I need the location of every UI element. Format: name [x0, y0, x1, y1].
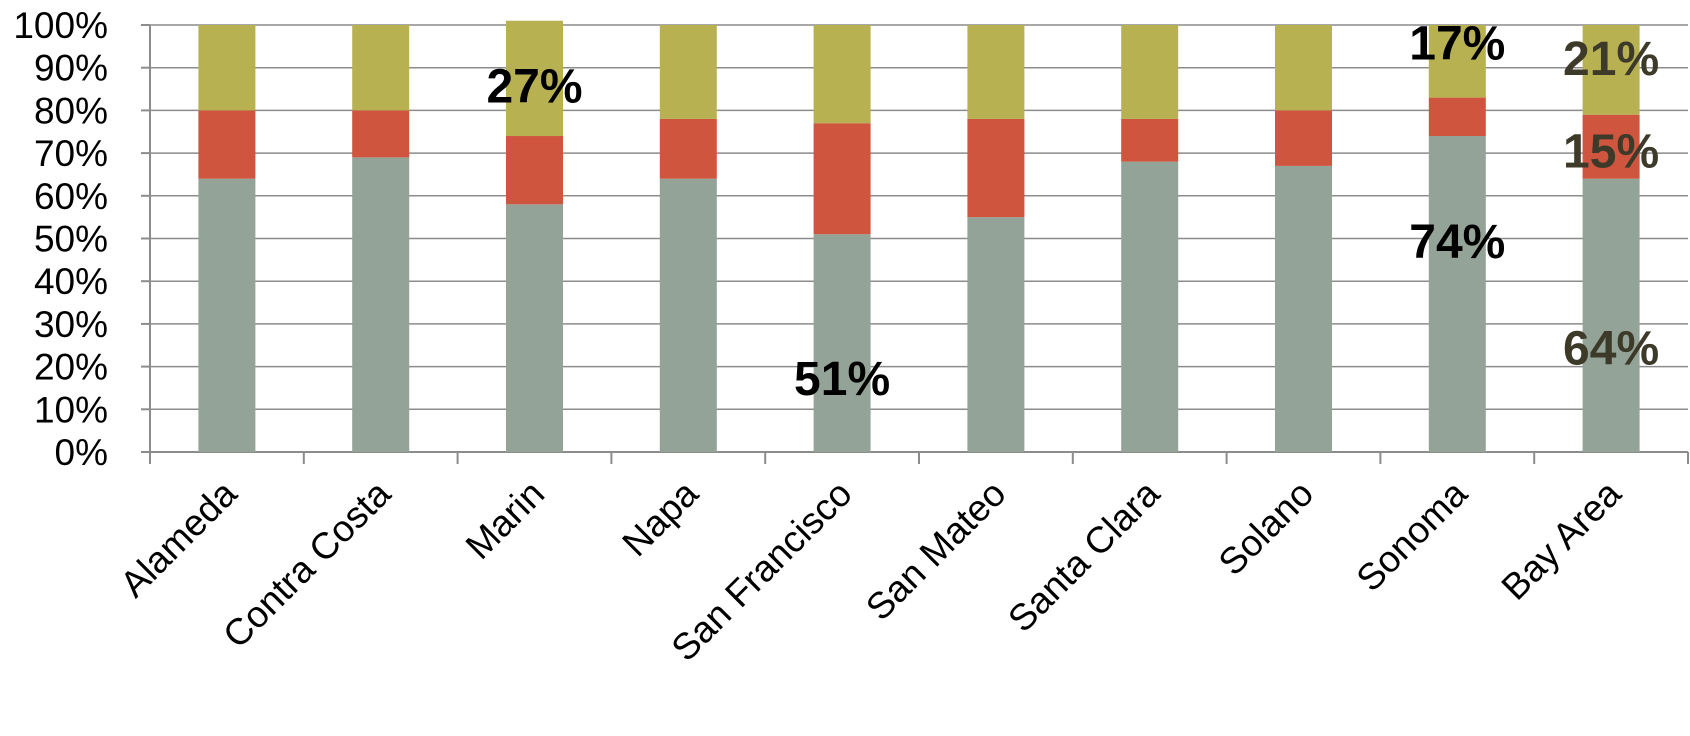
data-label: 27%	[486, 60, 582, 113]
bar-segment-marin-s1	[506, 136, 563, 205]
y-tick-labels: 0%10%20%30%40%50%60%70%80%90%100%	[13, 5, 108, 473]
data-label: 17%	[1409, 17, 1505, 70]
bar-segment-solano-s1	[1275, 110, 1332, 166]
x-category-label: Napa	[614, 472, 706, 564]
y-tick-label: 30%	[34, 304, 108, 345]
bar-segment-bay-area-s2	[1582, 25, 1640, 115]
bar-segment-bay-area-s1	[1582, 114, 1640, 179]
bar-segment-solano-s0	[1275, 165, 1332, 452]
bar-segment-san-mateo-s1	[967, 118, 1025, 218]
bar-segment-santa-clara-s0	[1121, 161, 1179, 452]
data-labels: 27% 51% 17% 74% 21% 15% 64%	[486, 17, 1659, 406]
y-tick-label: 70%	[34, 133, 108, 174]
bar-segment-marin-s2	[506, 20, 563, 137]
y-tick-label: 40%	[34, 261, 108, 302]
data-label: 21%	[1563, 33, 1659, 86]
data-label: 74%	[1409, 216, 1505, 269]
bar-segment-santa-clara-s2	[1121, 25, 1179, 119]
y-tick-label: 100%	[13, 5, 108, 46]
data-label: 15%	[1563, 126, 1659, 179]
bar-segment-santa-clara-s1	[1121, 118, 1179, 162]
y-tick-label: 80%	[34, 90, 108, 131]
bar-segment-san-francisco-s1	[813, 123, 871, 235]
x-category-label: Alameda	[112, 472, 245, 605]
y-tick-label: 10%	[34, 389, 108, 430]
bar-segment-san-mateo-s0	[967, 217, 1025, 452]
x-category-label: Sonoma	[1349, 472, 1476, 599]
x-category-label: San Mateo	[858, 473, 1014, 629]
x-category-label: Marin	[458, 473, 552, 567]
y-tick-label: 60%	[34, 176, 108, 217]
bar-segment-contra-costa-s1	[352, 110, 410, 158]
bar-segment-alameda-s2	[198, 25, 256, 111]
y-tick-label: 90%	[34, 48, 108, 89]
bar-segment-san-francisco-s2	[813, 25, 871, 124]
x-category-label: Santa Clara	[1000, 472, 1167, 639]
x-category-label: Solano	[1211, 473, 1321, 583]
bar-segment-alameda-s1	[198, 110, 256, 179]
bar-segment-sonoma-s2	[1428, 25, 1486, 98]
x-category-label: Bay Area	[1494, 472, 1629, 607]
y-tick-label: 20%	[34, 347, 108, 388]
bar-segment-contra-costa-s2	[352, 25, 410, 111]
bar-segment-bay-area-s0	[1582, 178, 1640, 452]
bar-segment-marin-s0	[506, 204, 563, 452]
bar-segment-solano-s2	[1275, 25, 1332, 111]
bars	[198, 20, 1640, 452]
y-tick-label: 50%	[34, 219, 108, 260]
bar-segment-sonoma-s0	[1428, 136, 1486, 452]
bar-segment-alameda-s0	[198, 178, 256, 452]
y-tick-label: 0%	[55, 432, 108, 473]
bar-segment-contra-costa-s0	[352, 157, 410, 452]
data-label: 51%	[794, 353, 890, 406]
data-label: 64%	[1563, 322, 1659, 375]
bar-segment-san-mateo-s2	[967, 25, 1025, 119]
bar-segment-sonoma-s1	[1428, 97, 1486, 137]
bar-segment-napa-s2	[659, 25, 717, 119]
bar-segment-napa-s0	[659, 178, 717, 452]
bar-segment-napa-s1	[659, 118, 717, 179]
bar-segment-san-francisco-s0	[813, 234, 871, 452]
